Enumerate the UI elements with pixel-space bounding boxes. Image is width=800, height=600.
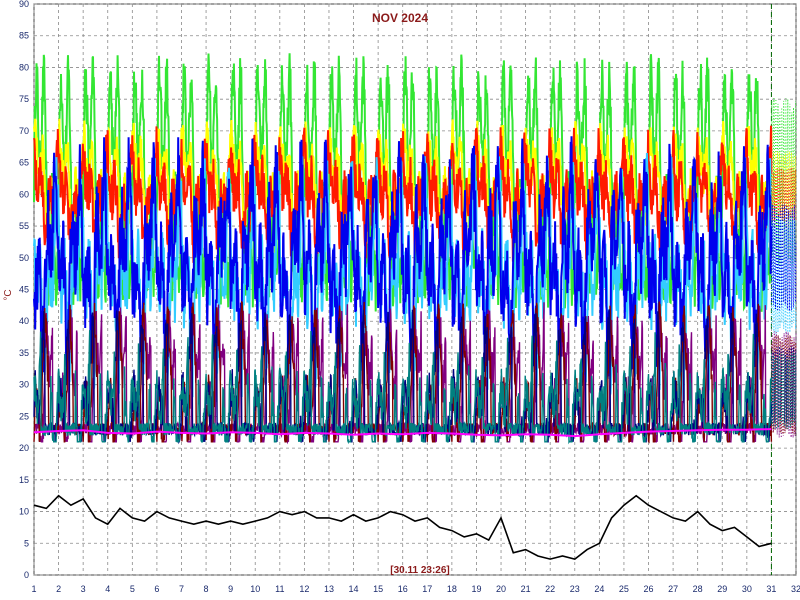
- y-tick-label: 85: [19, 31, 29, 41]
- x-tick-label: 11: [275, 584, 284, 594]
- x-tick-label: 12: [299, 584, 309, 594]
- x-tick-label: 24: [594, 584, 604, 594]
- y-tick-label: 75: [19, 94, 29, 104]
- x-tick-label: 32: [791, 584, 800, 594]
- y-tick-label: 55: [19, 221, 29, 231]
- x-tick-label: 7: [179, 584, 184, 594]
- y-tick-label: 90: [19, 0, 29, 9]
- x-tick-label: 5: [130, 584, 135, 594]
- y-tick-label: 40: [19, 316, 29, 326]
- y-tick-label: 25: [19, 411, 29, 421]
- series-forecast-line: [770, 346, 797, 423]
- series-forecast-line: [770, 352, 797, 430]
- x-tick-label: 3: [81, 584, 86, 594]
- x-tick-label: 28: [693, 584, 703, 594]
- series-forecast-line: [770, 204, 797, 312]
- chart-title: NOV 2024: [372, 11, 428, 25]
- y-tick-label: 50: [19, 253, 29, 263]
- y-tick-label: 10: [19, 507, 29, 517]
- series-layer: [33, 53, 797, 560]
- x-tick-label: 13: [324, 584, 334, 594]
- x-tick-label: 4: [105, 584, 110, 594]
- y-tick-label: 5: [24, 538, 29, 548]
- x-tick-label: 17: [422, 584, 432, 594]
- x-tick-label: 14: [349, 584, 359, 594]
- x-tick-label: 15: [373, 584, 383, 594]
- x-tick-label: 2: [56, 584, 61, 594]
- x-tick-label: 1: [31, 584, 36, 594]
- y-tick-label: 0: [24, 570, 29, 580]
- x-tick-label: 10: [250, 584, 260, 594]
- y-axis-label: °C: [3, 289, 14, 300]
- x-tick-label: 29: [717, 584, 727, 594]
- x-tick-label: 18: [447, 584, 457, 594]
- x-tick-label: 30: [742, 584, 752, 594]
- y-tick-label: 65: [19, 158, 29, 168]
- y-tick-label: 45: [19, 285, 29, 295]
- series-forecast-line: [770, 151, 797, 213]
- x-tick-label: 26: [644, 584, 654, 594]
- y-tick-label: 35: [19, 348, 29, 358]
- floor-series-line: [33, 428, 772, 438]
- x-tick-label: 25: [619, 584, 629, 594]
- y-tick-label: 60: [19, 189, 29, 199]
- y-tick-label: 70: [19, 126, 29, 136]
- y-tick-label: 15: [19, 475, 29, 485]
- outdoor-series-line: [33, 494, 772, 560]
- x-tick-label: 27: [668, 584, 678, 594]
- series-forecast-line: [770, 335, 797, 435]
- x-tick-label: 16: [398, 584, 408, 594]
- x-tick-label: 9: [228, 584, 233, 594]
- x-tick-label: 22: [545, 584, 555, 594]
- x-tick-label: 6: [154, 584, 159, 594]
- x-tick-label: 21: [521, 584, 531, 594]
- timestamp-label: [30.11 23:26]: [390, 565, 450, 576]
- x-tick-label: 8: [204, 584, 209, 594]
- x-tick-label: 20: [496, 584, 506, 594]
- x-tick-label: 23: [570, 584, 580, 594]
- y-tick-label: 30: [19, 380, 29, 390]
- series-line: [33, 125, 773, 263]
- series-line: [33, 300, 773, 444]
- y-tick-label: 80: [19, 62, 29, 72]
- series-line: [33, 309, 773, 445]
- series-line: [33, 136, 773, 381]
- x-tick-label: 19: [471, 584, 481, 594]
- x-tick-label: 31: [766, 584, 776, 594]
- series-line: [33, 330, 773, 445]
- series-forecast-line: [770, 97, 797, 266]
- y-tick-label: 20: [19, 443, 29, 453]
